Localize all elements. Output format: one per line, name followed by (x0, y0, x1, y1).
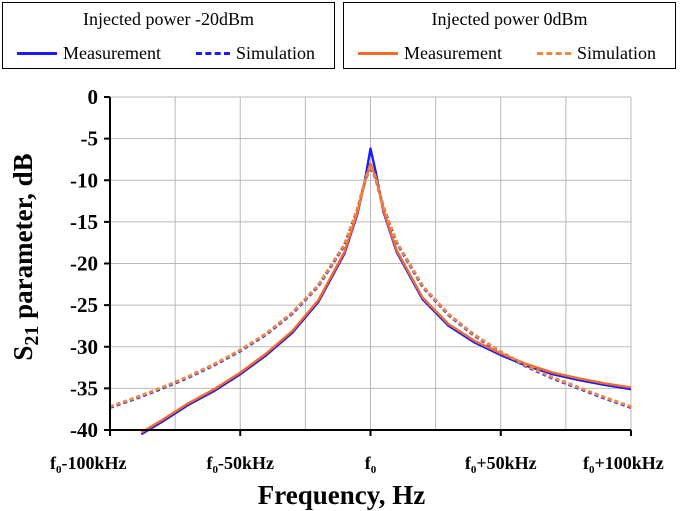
y-axis-title-rest: parameter, dB (7, 153, 38, 326)
series-line-4 (109, 163, 632, 409)
y-tick-label: -25 (70, 293, 98, 317)
x-tick-label: f0-100kHz (50, 453, 127, 476)
legend-label: Measurement (63, 43, 161, 63)
legend-title: Injected power -20dBm (83, 9, 254, 29)
legend-label: Simulation (236, 43, 316, 63)
x-tick-labels: f0-100kHz f0-50kHz f0 f0+50kHz f0+100kHz (50, 453, 664, 476)
y-tick-label: -30 (70, 335, 98, 359)
y-tick-label: -10 (70, 168, 98, 192)
x-axis-title: Frequency, Hz (257, 480, 426, 510)
grid (109, 96, 632, 431)
series-line-3 (140, 162, 632, 434)
y-tick-label: -35 (70, 376, 98, 400)
legend-entry-measurement: Measurement (358, 43, 502, 64)
legend-entry-simulation: Simulation (196, 43, 315, 64)
x-tick-label: f0+50kHz (465, 453, 537, 476)
legend-entry-simulation: Simulation (537, 43, 656, 64)
x-tick-label: f0-50kHz (207, 453, 275, 476)
legend-swatch-dashed (537, 52, 571, 55)
x-tick-label: f0+100kHz (583, 453, 664, 476)
legend-entry-measurement: Measurement (17, 43, 161, 64)
y-axis-title-sub: 21 (21, 325, 44, 346)
y-tick-label: -20 (70, 252, 98, 276)
x-tick-label: f0 (365, 453, 377, 476)
y-tick-label: -5 (81, 127, 99, 151)
series-line-1 (140, 147, 632, 436)
legend-swatch-solid (17, 52, 57, 55)
y-tick-labels: 0 -5 -10 -15 -20 -25 -30 -35 -40 (70, 85, 98, 442)
legend-box-0dbm: Injected power 0dBm Measurement Simulati… (343, 2, 676, 69)
legend-label: Measurement (404, 43, 502, 63)
legend-label: Simulation (577, 43, 657, 63)
series-group (109, 147, 632, 436)
legend-swatch-solid (358, 52, 398, 55)
legend-title: Injected power 0dBm (431, 9, 588, 29)
y-axis-title: S21 parameter, dB (8, 153, 44, 360)
y-tick-label: -15 (70, 210, 98, 234)
legend-box-minus20dbm: Injected power -20dBm Measurement Simula… (2, 2, 335, 69)
y-axis-title-main: S (7, 345, 38, 361)
axes (104, 96, 632, 436)
y-tick-label: 0 (88, 85, 99, 109)
legend-swatch-dashed (196, 52, 230, 55)
y-tick-label: -40 (70, 418, 98, 442)
